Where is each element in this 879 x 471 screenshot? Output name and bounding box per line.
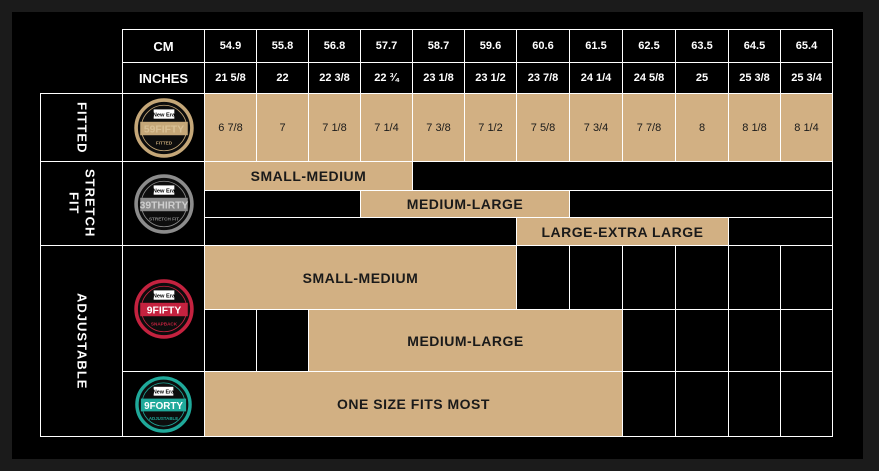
svg-text:New Era: New Era [153,389,175,395]
inches-value-cell: 25 3/8 [728,62,781,94]
cm-value-cell: 55.8 [256,29,309,63]
adjustable-band-one-size: ONE SIZE FITS MOST [204,371,623,437]
empty-cell [728,309,781,372]
new-era-logo-icon: New Era 9FORTY ADJUSTABLE [135,375,192,433]
inches-value-cell: 22 3/8 [308,62,361,94]
empty-cell [675,245,729,310]
adjustable-band-medium-large: MEDIUM-LARGE [308,309,623,372]
empty-cell [204,217,517,246]
cm-value-cell: 58.7 [412,29,465,63]
empty-cell [256,309,309,372]
empty-cell [622,371,676,437]
fitted-size-cell: 7 1/4 [360,93,413,162]
section-label-fitted: FITTED [40,93,123,162]
cm-value-cell: 54.9 [204,29,257,63]
svg-text:STRETCH FIT: STRETCH FIT [148,216,178,221]
badge-39thirty: New Era 39THIRTY STRETCH FIT [122,161,205,246]
empty-cell [675,371,729,437]
inches-value-cell: 23 7/8 [516,62,570,94]
badge-9fifty: New Era 9FIFTY SNAPBACK [122,245,205,372]
new-era-logo-icon: New Era 9FIFTY SNAPBACK [133,278,194,339]
empty-cell [728,217,833,246]
empty-cell [780,245,833,310]
section-label-adjustable: ADJUSTABLE [40,245,123,437]
adjustable-band-small-medium: SMALL-MEDIUM [204,245,517,310]
stretch-band-medium-large: MEDIUM-LARGE [360,190,570,218]
empty-cell [516,245,570,310]
empty-cell [622,245,676,310]
empty-cell [728,245,781,310]
inches-value-cell: 24 5/8 [622,62,676,94]
svg-text:New Era: New Era [152,112,175,118]
empty-cell [569,190,833,218]
svg-text:FITTED: FITTED [155,140,172,145]
svg-text:9FORTY: 9FORTY [144,400,183,411]
inches-value-cell: 23 1/8 [412,62,465,94]
fitted-size-cell: 7 1/8 [308,93,361,162]
empty-cell [622,309,676,372]
inches-value-cell: 25 [675,62,729,94]
cm-value-cell: 65.4 [780,29,833,63]
svg-text:ADJUSTABLE: ADJUSTABLE [149,416,178,421]
empty-cell [204,309,257,372]
inches-header-label: INCHES [122,62,205,94]
inches-value-cell: 21 5/8 [204,62,257,94]
empty-cell [780,371,833,437]
cm-value-cell: 59.6 [464,29,517,63]
svg-text:59FIFTY: 59FIFTY [143,124,183,135]
cm-value-cell: 60.6 [516,29,570,63]
svg-text:New Era: New Era [152,188,175,194]
section-label-adjustable-text: ADJUSTABLE [74,292,90,390]
section-label-fitted-text: FITTED [74,101,90,154]
fitted-size-cell: 7 3/4 [569,93,623,162]
fitted-size-cell: 7 5/8 [516,93,570,162]
fitted-size-cell: 7 3/8 [412,93,465,162]
fitted-size-cell: 8 1/4 [780,93,833,162]
empty-cell [204,190,361,218]
section-label-stretch-fit: STRETCH FIT [40,161,123,246]
new-era-logo-icon: New Era 59FIFTY FITTED [133,97,194,158]
inches-value-cell: 23 1/2 [464,62,517,94]
fitted-size-cell: 7 7/8 [622,93,676,162]
empty-cell [728,371,781,437]
svg-text:9FIFTY: 9FIFTY [146,305,181,316]
inches-value-cell: 22 ¾ [360,62,413,94]
fitted-size-cell: 6 7/8 [204,93,257,162]
empty-cell [569,245,623,310]
empty-cell [780,309,833,372]
inches-value-cell: 24 1/4 [569,62,623,94]
cm-header-label: CM [122,29,205,63]
new-era-logo-icon: New Era 39THIRTY STRETCH FIT [133,173,194,234]
size-chart: CM INCHES 54.9 21 5/8 55.8 22 56.8 22 3/8 57.7 22… [12,12,863,459]
cm-value-cell: 56.8 [308,29,361,63]
fitted-size-cell: 7 [256,93,309,162]
cm-value-cell: 63.5 [675,29,729,63]
svg-text:39THIRTY: 39THIRTY [139,200,188,211]
cm-value-cell: 61.5 [569,29,623,63]
svg-text:New Era: New Era [152,293,175,299]
empty-cell [412,161,833,191]
fitted-size-cell: 8 1/8 [728,93,781,162]
inches-value-cell: 22 [256,62,309,94]
badge-9forty: New Era 9FORTY ADJUSTABLE [122,371,205,437]
stretch-band-large-extra-large: LARGE-EXTRA LARGE [516,217,729,246]
cm-value-cell: 57.7 [360,29,413,63]
section-label-stretch-fit-text: STRETCH FIT [66,169,98,238]
inches-value-cell: 25 3/4 [780,62,833,94]
cm-value-cell: 62.5 [622,29,676,63]
stretch-band-small-medium: SMALL-MEDIUM [204,161,413,191]
svg-text:SNAPBACK: SNAPBACK [150,321,177,326]
fitted-size-cell: 8 [675,93,729,162]
badge-59fifty: New Era 59FIFTY FITTED [122,93,205,162]
fitted-size-cell: 7 1/2 [464,93,517,162]
cm-value-cell: 64.5 [728,29,781,63]
empty-cell [675,309,729,372]
